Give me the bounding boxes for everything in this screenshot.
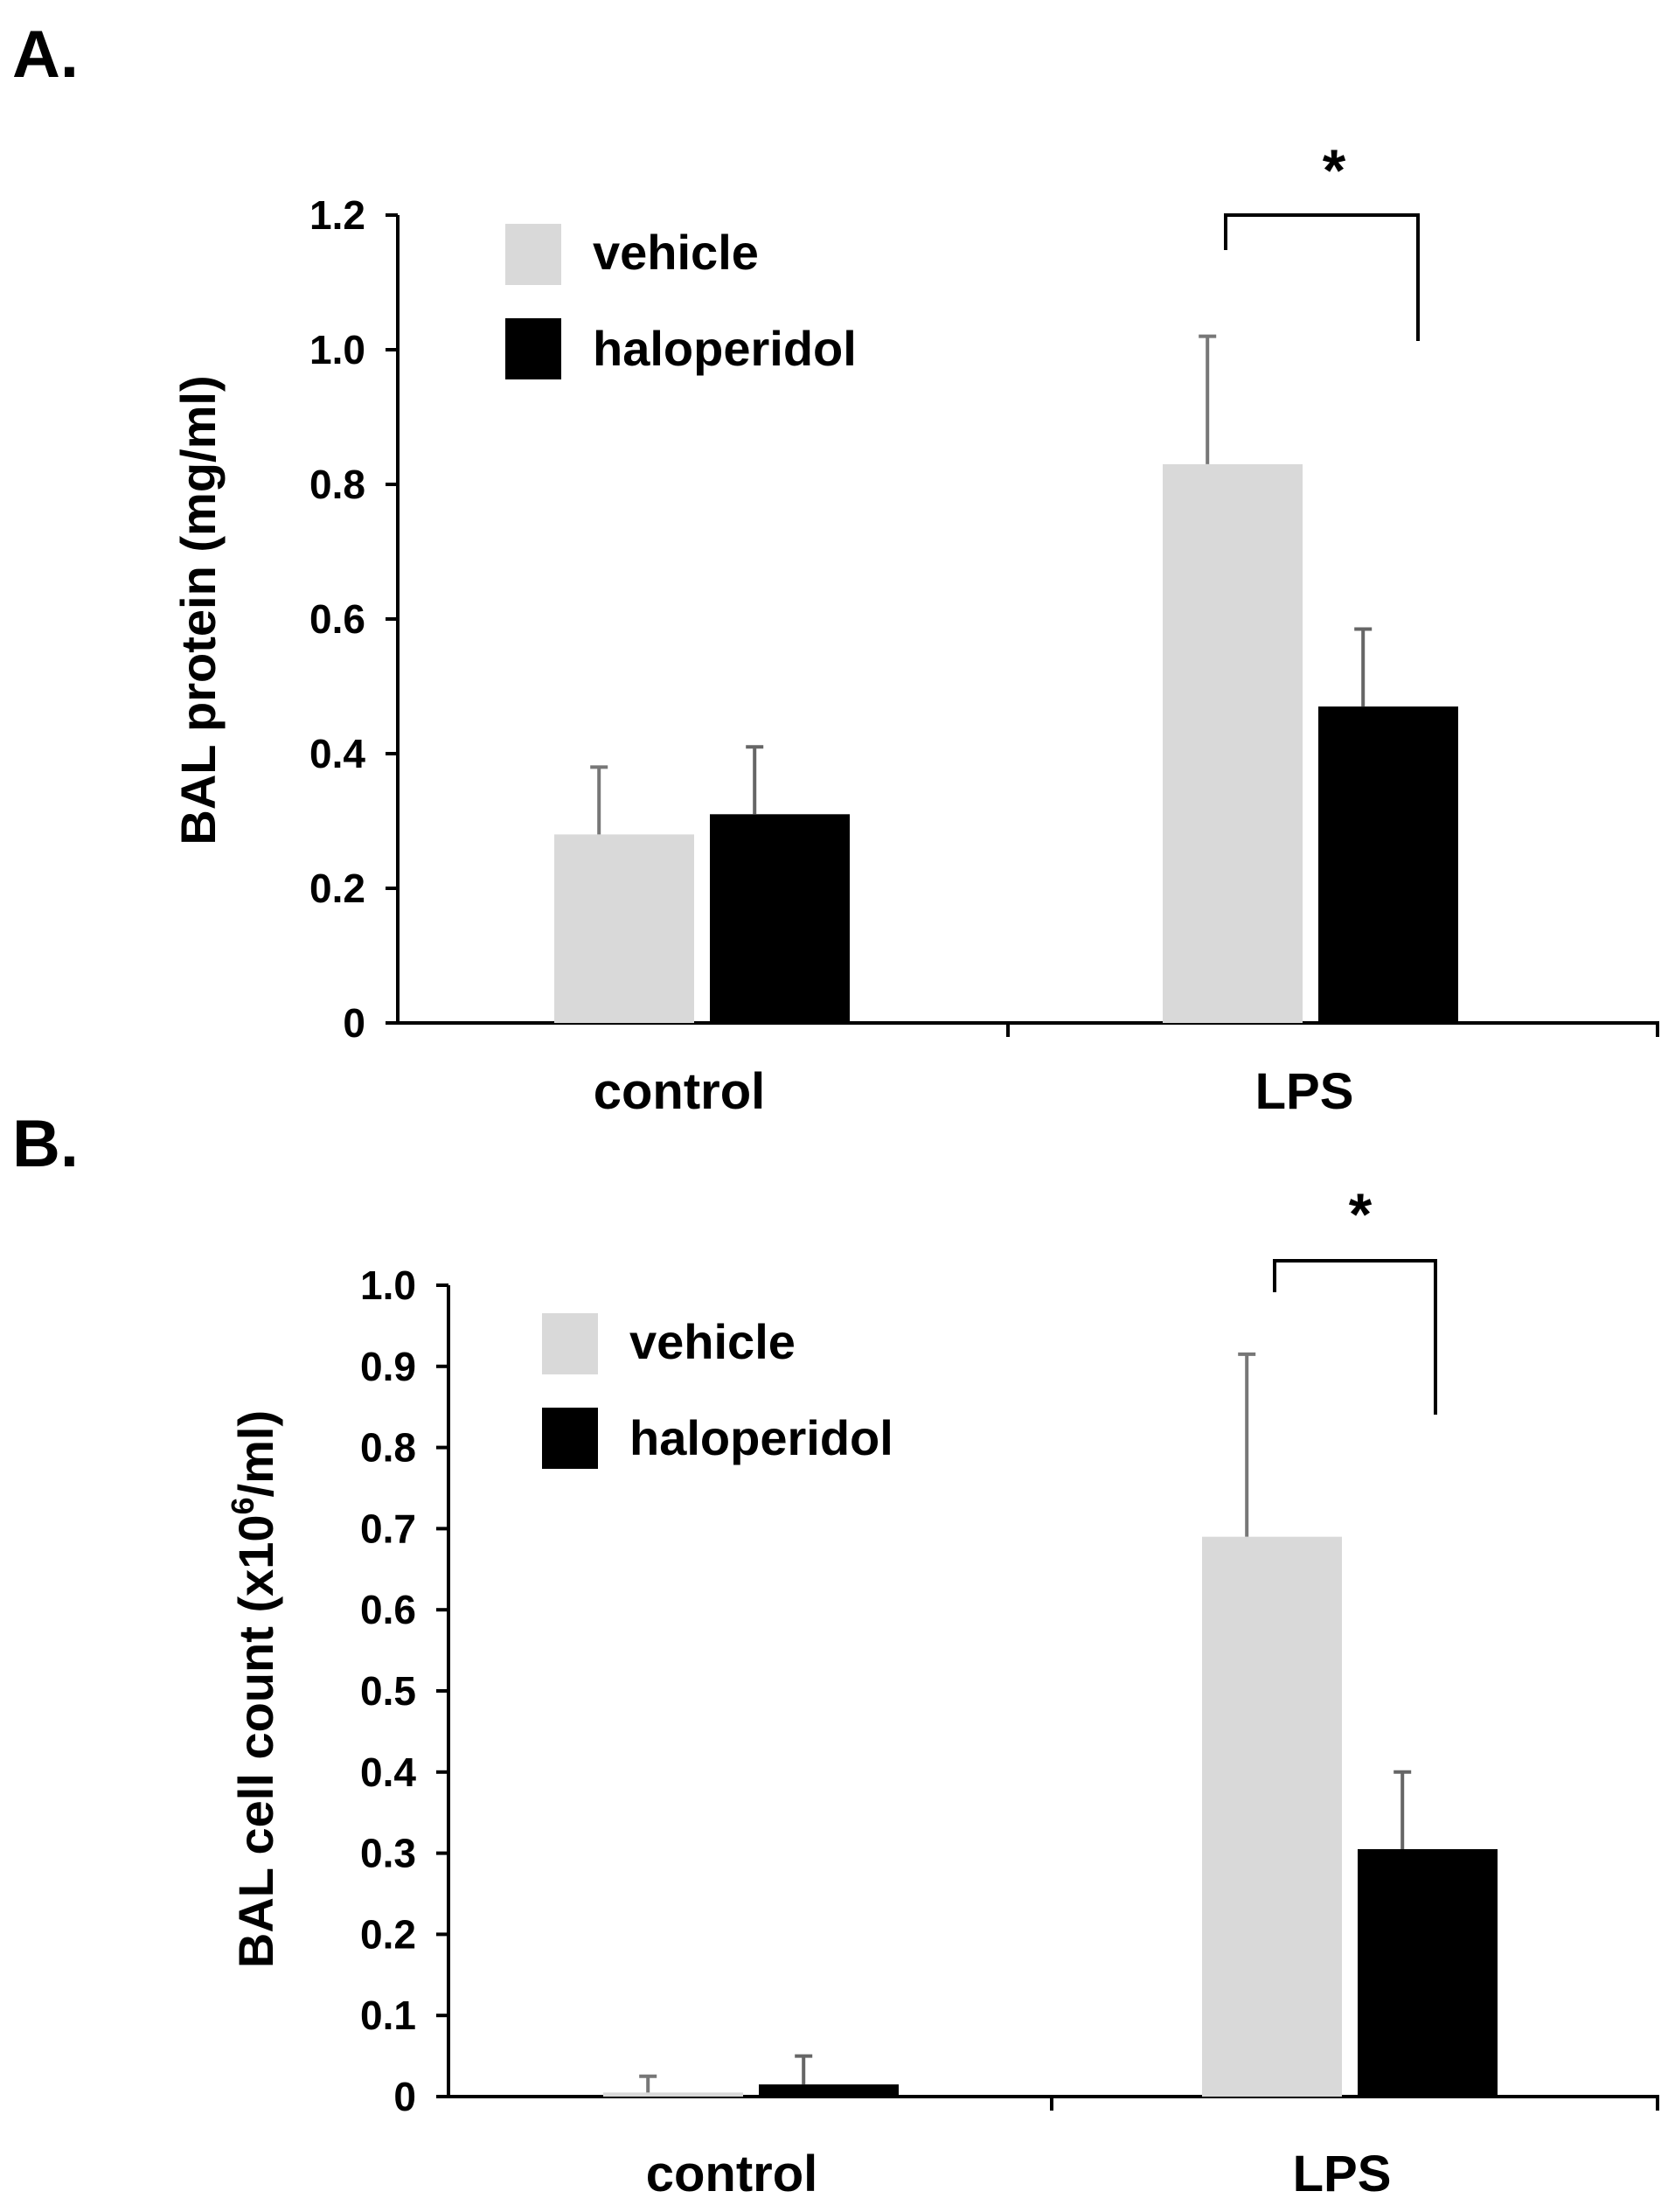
panel-b-legend-swatch-haloperidol [542,1408,598,1469]
panel-b-y-axis-label-superscript: 6 [225,1497,261,1514]
panel-a-letter: A. [12,17,79,92]
panel-a-category-label-lps: LPS [1255,1063,1354,1120]
panel-b-legend-swatch-vehicle [542,1313,598,1374]
panel-b-y-tick-label: 0.4 [360,1749,416,1795]
panel-a-y-axis-label: BAL protein (mg/ml) [170,375,226,845]
panel-a-significance-star: * [1323,137,1346,204]
panel-b-letter: B. [12,1107,79,1181]
panel-b-bar-control-vehicle [603,2092,743,2097]
panel-b-bar-lps-vehicle [1202,1537,1342,2097]
panel-a-bar-lps-vehicle [1163,464,1303,1023]
panel-a-bars [554,337,1458,1023]
panel-a-y-ticks: 0 0.2 0.4 0.6 0.8 1.0 1.2 [309,192,398,1046]
panel-b-significance-star: * [1349,1181,1373,1248]
panel-a-significance-bracket [1226,215,1418,341]
panel-b-y-tick-label: 0 [393,2074,416,2119]
panel-b-category-label-lps: LPS [1293,2146,1392,2202]
panel-b-y-tick-label: 0.5 [360,1668,416,1714]
figure: A. BAL protein (mg/ml) 0 0.2 0.4 0.6 0.8 1.0 1… [0,0,1675,2212]
panel-b: B. BAL cell count (x106/ml) 0 0.1 0.2 0.3 0.… [12,1107,1659,2202]
panel-a-legend-label-haloperidol: haloperidol [593,321,857,376]
panel-a-y-tick-label: 1.0 [309,327,365,372]
panel-b-y-tick-label: 0.3 [360,1831,416,1876]
panel-b-y-tick-label: 0.8 [360,1425,416,1471]
panel-b-bar-control-haloperidol [759,2084,899,2097]
panel-b-bars [603,1354,1498,2097]
panel-a: A. BAL protein (mg/ml) 0 0.2 0.4 0.6 0.8 1.0 1… [12,17,1659,1120]
panel-a-y-tick-label: 0.6 [309,596,365,642]
panel-b-significance-bracket [1275,1261,1435,1415]
panel-a-y-tick-label: 0.8 [309,462,365,507]
panel-b-y-axis-label: BAL cell count (x106/ml) [225,1410,283,1968]
panel-b-y-tick-label: 0.7 [360,1506,416,1551]
panel-b-legend-label-haloperidol: haloperidol [629,1410,893,1465]
panel-a-category-label-control: control [594,1063,766,1120]
panel-a-y-tick-label: 0.2 [309,866,365,911]
panel-b-category-label-control: control [646,2146,818,2202]
panel-a-bar-control-haloperidol [710,814,850,1023]
panel-a-y-tick-label: 0 [343,1000,365,1046]
panel-a-bar-lps-haloperidol [1318,706,1458,1023]
panel-b-legend-label-vehicle: vehicle [629,1314,796,1369]
panel-a-y-tick-label: 0.4 [309,731,365,776]
panel-a-bar-control-vehicle [554,834,694,1023]
panel-a-y-tick-label: 1.2 [309,192,365,238]
panel-b-y-tick-label: 0.2 [360,1911,416,1957]
panel-b-y-ticks: 0 0.1 0.2 0.3 0.4 0.5 0.6 0.7 0.8 0.9 1.0 [360,1263,448,2119]
panel-a-legend-swatch-haloperidol [505,318,561,379]
panel-b-y-axis-label-end: /ml) [228,1410,283,1498]
panel-b-y-tick-label: 1.0 [360,1263,416,1308]
panel-b-bar-lps-haloperidol [1358,1849,1498,2097]
panel-a-legend-swatch-vehicle [505,224,561,285]
panel-b-y-tick-label: 0.6 [360,1587,416,1632]
panel-b-y-tick-label: 0.9 [360,1344,416,1389]
panel-a-legend-label-vehicle: vehicle [593,225,759,280]
panel-b-y-axis-label-main: BAL cell count (x10 [228,1514,283,1968]
panel-b-y-tick-label: 0.1 [360,1993,416,2038]
